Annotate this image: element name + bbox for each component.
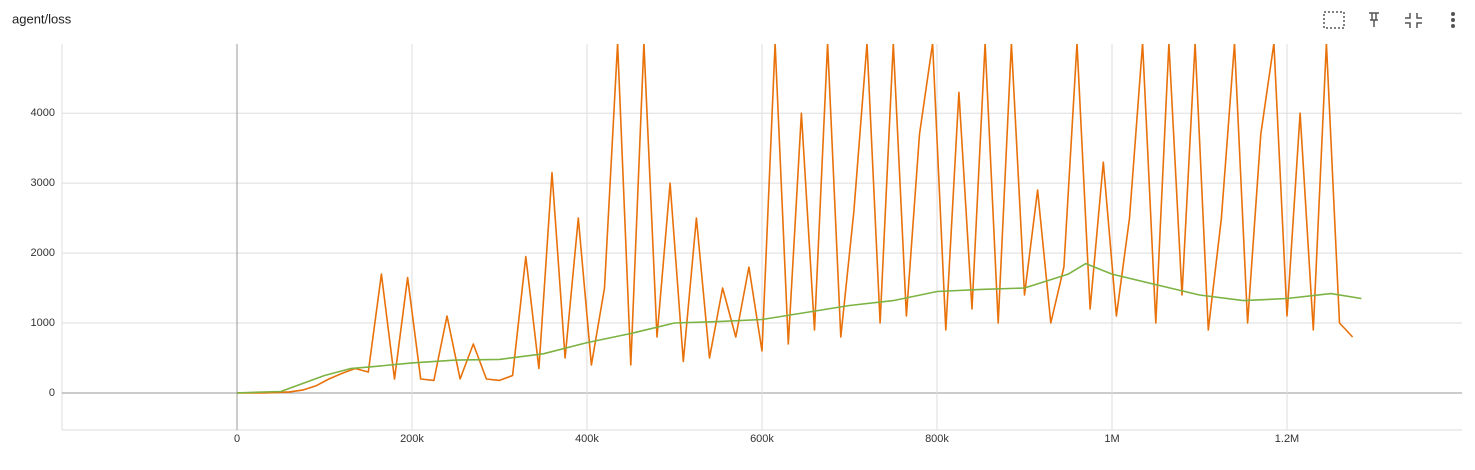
fit-domain-button[interactable] [1323,11,1345,29]
y-tick-label: 3000 [31,177,55,189]
x-tick-label: 1M [1104,433,1119,445]
x-tick-label: 0 [234,433,240,445]
y-tick-label: 4000 [31,107,55,119]
x-tick-label: 200k [400,433,424,445]
pin-button[interactable] [1369,12,1379,27]
series-line [236,262,1362,394]
chart-title: agent/loss [12,11,72,26]
x-tick-label: 400k [575,433,599,445]
toolbar [1323,11,1455,29]
x-tick-label: 600k [750,433,774,445]
y-tick-label: 1000 [31,317,55,329]
series-line [237,44,1354,394]
plot-area [236,44,1362,394]
more-button[interactable] [1451,12,1455,28]
fullscreen-button[interactable] [1405,13,1422,28]
x-tick-label: 800k [925,433,949,445]
x-tick-label: 1.2M [1275,433,1299,445]
y-tick-label: 2000 [31,247,55,259]
y-tick-label: 0 [49,387,55,399]
